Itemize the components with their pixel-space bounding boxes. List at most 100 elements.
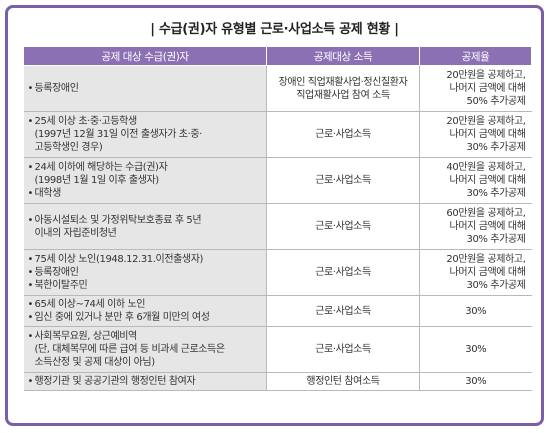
rate-line: 30% 추가공제 <box>466 280 526 291</box>
target-text: 65세 이상~74세 이하 노인 <box>34 299 146 310</box>
rate-cell: 20만원을 공제하고, 나머지 금액에 대해 50% 추가공제 <box>419 65 532 112</box>
income-cell: 근로·사업소득 <box>266 326 420 373</box>
rate-cell: 60만원을 공제하고, 나머지 금액에 대해 30% 추가공제 <box>419 203 532 250</box>
rate-line: 30% 추가공제 <box>466 142 526 153</box>
rate-line: 30% <box>465 376 487 387</box>
target-text: 등록장애인 <box>34 83 79 94</box>
target-line: • 24세 이하에 해당하는 수급(권)자 <box>28 161 263 174</box>
target-cell: • 25세 이상 초·중·고등학생 (1997년 12월 31일 이전 출생자가 초… <box>23 111 267 158</box>
income-line: 직업재활사업 참여 소득 <box>296 89 390 101</box>
bullet-icon: • <box>27 299 34 310</box>
target-cell: • 65세 이상~74세 이하 노인 • 임신 중에 있거나 분만 후 6개월 미만의… <box>23 295 267 327</box>
rate-line: 20만원을 공제하고, <box>446 254 526 265</box>
income-cell: 장애인 직업재활사업·정신질환자 직업재활사업 참여 소득 <box>266 65 420 112</box>
target-cell: • 행정기관 및 공공기관의 행정인턴 참여자 <box>23 372 267 391</box>
rate-cell: 30% <box>419 372 532 391</box>
income-cell: 근로·사업소득 <box>266 295 420 327</box>
bullet-icon: • <box>27 312 34 323</box>
target-text: (1998년 1월 1일 이후 출생자) <box>34 175 160 186</box>
target-line: • 등록장애인 <box>28 82 263 95</box>
target-line: 고등학생인 경우) <box>28 141 263 154</box>
income-line: 장애인 직업재활사업·정신질환자 <box>278 76 408 88</box>
target-text: 사회복무요원, 상근예비역 <box>34 331 138 342</box>
table-row: • 24세 이하에 해당하는 수급(권)자 (1998년 1월 1일 이후 출생자)… <box>23 157 532 204</box>
target-text: 25세 이상 초·중·고등학생 <box>34 116 138 127</box>
bullet-icon: • <box>27 267 34 278</box>
target-line: (단, 대체복무에 따른 급여 등 비과세 근로소득은 <box>28 343 263 356</box>
deduction-table: 공제 대상 수급(권)자 공제대상 소득 공제율 • 등록장애인 장애인 직업재활사… <box>23 46 532 391</box>
bullet-icon: • <box>27 116 34 127</box>
target-line: • 행정기관 및 공공기관의 행정인턴 참여자 <box>28 375 263 388</box>
rate-line: 나머지 금액에 대해 <box>449 83 526 94</box>
bullet-icon: • <box>27 254 34 265</box>
target-line: • 임신 중에 있거나 분만 후 6개월 미만의 여성 <box>28 311 263 324</box>
target-cell: • 등록장애인 <box>23 65 267 112</box>
table-row: • 65세 이상~74세 이하 노인 • 임신 중에 있거나 분만 후 6개월 미만의… <box>23 295 532 327</box>
target-text: 임신 중에 있거나 분만 후 6개월 미만의 여성 <box>34 312 210 323</box>
bullet-icon: • <box>27 83 34 94</box>
target-text: 고등학생인 경우) <box>34 142 103 153</box>
bullet-icon: • <box>27 214 34 226</box>
table-row: • 행정기관 및 공공기관의 행정인턴 참여자 행정인턴 참여소득 30% <box>23 372 532 391</box>
target-text: 등록장애인 <box>34 267 79 278</box>
income-line: 근로·사업소득 <box>315 175 371 186</box>
rate-cell: 20만원을 공제하고, 나머지 금액에 대해 30% 추가공제 <box>419 111 532 158</box>
bullet-icon: • <box>27 188 34 199</box>
target-text: 아동시설퇴소 및 가정위탁보호종료 후 5년 <box>34 214 202 226</box>
header-rate: 공제율 <box>419 46 532 66</box>
target-line: (1998년 1월 1일 이후 출생자) <box>28 174 263 187</box>
target-cell: • 사회복무요원, 상근예비역 (단, 대체복무에 따른 급여 등 비과세 근로소득… <box>23 326 267 373</box>
bullet-icon: • <box>27 162 34 173</box>
target-text: 행정기관 및 공공기관의 행정인턴 참여자 <box>34 376 196 387</box>
rate-cell: 20만원을 공제하고, 나머지 금액에 대해 30% 추가공제 <box>419 249 532 296</box>
target-line: • 북한이탈주민 <box>28 279 263 292</box>
rate-line: 30% <box>465 305 487 317</box>
target-text: 소득산정 및 공제 대상이 아님) <box>34 357 156 368</box>
rate-line: 30% 추가공제 <box>466 188 526 199</box>
table-row: • 25세 이상 초·중·고등학생 (1997년 12월 31일 이전 출생자가 초… <box>23 111 532 158</box>
header-row: 공제 대상 수급(권)자 공제대상 소득 공제율 <box>23 46 532 66</box>
income-cell: 근로·사업소득 <box>266 111 420 158</box>
income-cell: 행정인턴 참여소득 <box>266 372 420 391</box>
rate-line: 20만원을 공제하고, <box>446 70 526 81</box>
bullet-icon: • <box>27 331 34 342</box>
target-line: • 25세 이상 초·중·고등학생 <box>28 115 263 128</box>
table-frame: | 수급(권)자 유형별 근로·사업소득 공제 현황 | 공제 대상 수급(권)… <box>5 5 544 426</box>
table-row: • 75세 이상 노인(1948.12.31.이전출생자) • 등록장애인 • 북한이탈주… <box>23 249 532 296</box>
table-body: • 등록장애인 장애인 직업재활사업·정신질환자 직업재활사업 참여 소득 20만원을 … <box>23 65 532 391</box>
income-line: 근로·사업소득 <box>315 305 371 317</box>
rate-line: 30% 추가공제 <box>466 234 526 245</box>
income-cell: 근로·사업소득 <box>266 249 420 296</box>
header-target: 공제 대상 수급(권)자 <box>23 46 267 66</box>
target-text: (1997년 12월 31일 이전 출생자가 초·중· <box>34 129 203 140</box>
header-income: 공제대상 소득 <box>266 46 420 66</box>
target-text: (단, 대체복무에 따른 급여 등 비과세 근로소득은 <box>34 344 226 355</box>
target-line: • 사회복무요원, 상근예비역 <box>28 330 263 343</box>
table-title: | 수급(권)자 유형별 근로·사업소득 공제 현황 | <box>150 22 399 37</box>
bullet-icon: • <box>27 376 34 387</box>
rate-line: 50% 추가공제 <box>466 96 526 107</box>
target-line: 이내의 자립준비청년 <box>28 227 263 240</box>
income-cell: 근로·사업소득 <box>266 157 420 204</box>
rate-line: 30% <box>465 344 487 355</box>
target-line: • 대학생 <box>28 187 263 200</box>
table-row: • 등록장애인 장애인 직업재활사업·정신질환자 직업재활사업 참여 소득 20만원을 … <box>23 65 532 112</box>
bullet-icon: • <box>27 280 34 291</box>
target-text: 이내의 자립준비청년 <box>34 227 117 239</box>
table-row: • 아동시설퇴소 및 가정위탁보호종료 후 5년 이내의 자립준비청년 근로·사업소득… <box>23 203 532 250</box>
target-cell: • 24세 이하에 해당하는 수급(권)자 (1998년 1월 1일 이후 출생자)… <box>23 157 267 204</box>
target-text: 대학생 <box>34 188 62 199</box>
rate-cell: 30% <box>419 295 532 327</box>
target-line: • 65세 이상~74세 이하 노인 <box>28 298 263 311</box>
rate-line: 60만원을 공제하고, <box>446 208 526 219</box>
income-line: 근로·사업소득 <box>315 221 371 232</box>
target-text: 24세 이하에 해당하는 수급(권)자 <box>34 162 168 173</box>
target-text: 북한이탈주민 <box>34 280 88 291</box>
target-cell: • 75세 이상 노인(1948.12.31.이전출생자) • 등록장애인 • 북한이탈주… <box>23 249 267 296</box>
income-cell: 근로·사업소득 <box>266 203 420 250</box>
target-cell: • 아동시설퇴소 및 가정위탁보호종료 후 5년 이내의 자립준비청년 <box>23 203 267 250</box>
rate-line: 나머지 금액에 대해 <box>449 221 526 232</box>
rate-line: 40만원을 공제하고, <box>446 162 526 173</box>
rate-line: 나머지 금액에 대해 <box>449 129 526 140</box>
target-line: (1997년 12월 31일 이전 출생자가 초·중· <box>28 128 263 141</box>
